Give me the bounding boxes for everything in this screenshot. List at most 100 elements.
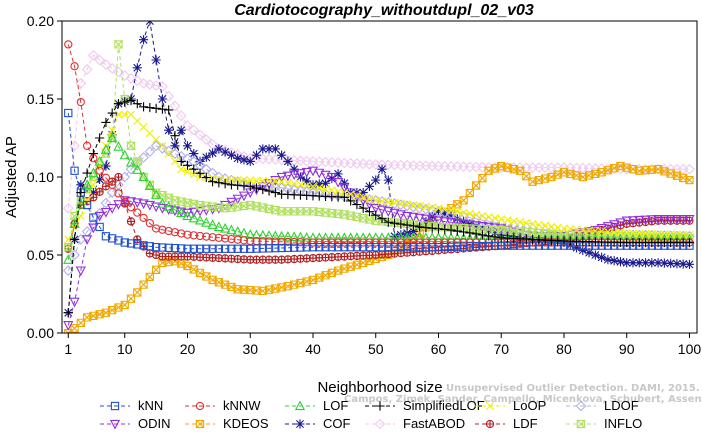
data-point [471,181,481,190]
data-point [477,223,488,233]
data-point [446,211,456,221]
data-point [414,232,425,242]
data-point [151,189,162,199]
legend-marker [295,419,305,429]
data-point [640,258,651,268]
data-point [571,243,582,253]
data-point [339,178,349,188]
y-tick-label: 0.10 [27,169,54,185]
data-point [100,197,112,209]
data-point [365,194,374,203]
data-point [94,211,105,222]
data-point [428,238,437,247]
data-point [396,238,405,247]
data-point [296,180,305,189]
data-point [69,218,80,228]
data-point [490,241,500,250]
data-point [585,226,594,235]
data-point [453,242,462,251]
data-point [277,237,286,246]
data-point [609,256,619,266]
chart-title: Cardiotocography_withoutdupl_02_v03 [234,2,534,19]
data-point [289,164,299,174]
data-point [296,243,305,252]
data-point [233,153,243,163]
data-point [496,224,507,235]
data-point [164,125,174,135]
data-point [345,232,356,242]
data-point [332,232,344,242]
data-point [195,231,205,241]
data-point [308,182,317,191]
data-point [62,202,74,214]
data-point [340,243,349,252]
data-point [95,187,104,196]
series-line-lof [67,137,690,260]
data-point [615,257,626,267]
data-point [120,197,129,207]
data-point [75,198,86,209]
data-point [401,211,413,222]
data-point [396,230,406,240]
data-point [88,149,98,159]
data-point [182,208,193,219]
data-point [578,225,587,234]
data-point [427,223,437,233]
data-point [120,97,130,107]
data-point [439,217,450,228]
data-point [684,163,695,175]
data-point [678,214,689,225]
data-point [339,183,350,193]
data-point [201,172,211,183]
data-point [346,196,356,206]
data-point [176,125,186,135]
data-point [472,210,481,219]
data-point [277,177,286,186]
y-axis-title: Adjusted AP [3,136,20,218]
data-point [151,243,161,252]
data-point [465,228,475,238]
data-point [70,62,79,71]
data-point [170,131,180,141]
data-point [270,175,281,186]
data-point [169,204,181,214]
data-point [659,258,669,268]
data-point [409,238,418,247]
data-point [152,135,161,144]
data-point [352,199,362,210]
data-point [477,230,488,240]
data-point [201,216,212,227]
data-point [233,235,242,244]
legend-marker [486,402,494,410]
data-point [271,237,280,246]
data-point [145,219,154,228]
data-point [195,244,205,253]
data-point [641,229,650,238]
x-tick-label: 90 [619,341,635,357]
data-point [194,206,206,217]
data-point [95,166,104,175]
legend-item-loop: LoOP [475,398,546,413]
data-point [88,172,99,182]
data-point [188,212,199,223]
x-tick-label: 30 [242,341,258,357]
data-point [635,229,644,238]
series-line-fastabod [67,54,690,209]
legend-label: KDEOS [223,416,269,431]
data-point [276,172,287,183]
data-point [326,172,337,183]
data-point [245,156,255,166]
data-point [427,232,438,242]
data-point [145,129,154,138]
data-point [371,210,381,220]
data-point [590,250,600,260]
data-point [415,243,424,252]
data-point [640,215,651,226]
data-point [484,231,494,241]
data-point [163,201,174,211]
data-point [264,144,274,154]
data-point [408,227,418,237]
data-point [346,190,355,199]
data-point [402,243,412,252]
